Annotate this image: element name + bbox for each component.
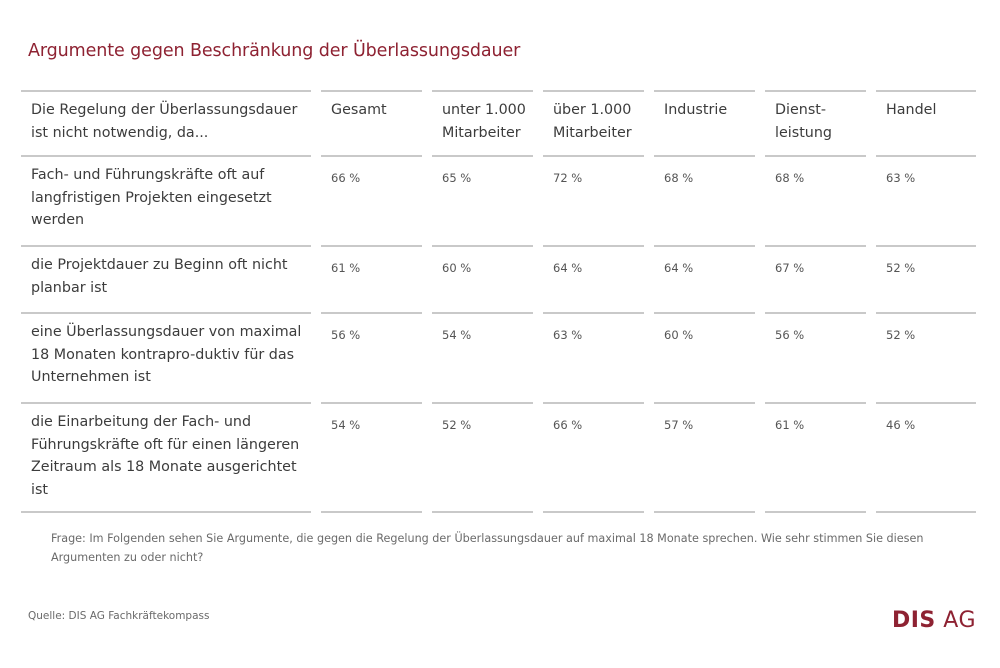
data-cell: 46 % (876, 402, 976, 513)
data-cell: 72 % (543, 155, 644, 245)
column-header: über 1.000 Mitarbeiter (543, 90, 644, 155)
column-header: Industrie (654, 90, 755, 155)
table-row: die Einarbeitung der Fach- und Führungsk… (21, 402, 976, 513)
table-row: die Projektdauer zu Beginn oft nicht pla… (21, 245, 976, 312)
table-row: eine Überlassungsdauer von maximal 18 Mo… (21, 312, 976, 402)
source-note: Quelle: DIS AG Fachkräftekompass (28, 610, 210, 622)
data-cell: 56 % (321, 312, 422, 402)
row-label: Fach- und Führungskräfte oft auf langfri… (21, 155, 311, 245)
column-header: Dienst-leistung (765, 90, 866, 155)
data-cell: 52 % (432, 402, 533, 513)
data-table: Die Regelung der Überlassungsdauer ist n… (11, 90, 986, 513)
data-cell: 56 % (765, 312, 866, 402)
data-cell: 57 % (654, 402, 755, 513)
column-header: Handel (876, 90, 976, 155)
row-label: die Projektdauer zu Beginn oft nicht pla… (21, 245, 311, 312)
data-cell: 64 % (543, 245, 644, 312)
table-row: Fach- und Führungskräfte oft auf langfri… (21, 155, 976, 245)
data-cell: 60 % (432, 245, 533, 312)
data-cell: 52 % (876, 245, 976, 312)
data-cell: 66 % (321, 155, 422, 245)
data-cell: 67 % (765, 245, 866, 312)
data-cell: 60 % (654, 312, 755, 402)
column-header: Gesamt (321, 90, 422, 155)
chart-title: Argumente gegen Beschränkung der Überlas… (28, 41, 521, 61)
data-cell: 54 % (432, 312, 533, 402)
data-cell: 66 % (543, 402, 644, 513)
dis-ag-logo: DIS AG (892, 608, 976, 633)
data-cell: 63 % (876, 155, 976, 245)
header-row: Die Regelung der Überlassungsdauer ist n… (21, 90, 976, 155)
row-label: die Einarbeitung der Fach- und Führungsk… (21, 402, 311, 513)
data-cell: 65 % (432, 155, 533, 245)
data-cell: 68 % (765, 155, 866, 245)
data-cell: 63 % (543, 312, 644, 402)
row-header-cell: Die Regelung der Überlassungsdauer ist n… (21, 90, 311, 155)
data-cell: 64 % (654, 245, 755, 312)
data-cell: 52 % (876, 312, 976, 402)
logo-bold-text: DIS (891, 608, 936, 633)
data-cell: 61 % (321, 245, 422, 312)
question-footnote: Frage: Im Folgenden sehen Sie Argumente,… (51, 532, 924, 564)
data-cell: 54 % (321, 402, 422, 513)
row-label: eine Überlassungsdauer von maximal 18 Mo… (21, 312, 311, 402)
column-header: unter 1.000 Mitarbeiter (432, 90, 533, 155)
data-cell: 68 % (654, 155, 755, 245)
data-cell: 61 % (765, 402, 866, 513)
logo-regular-text: AG (943, 608, 976, 633)
